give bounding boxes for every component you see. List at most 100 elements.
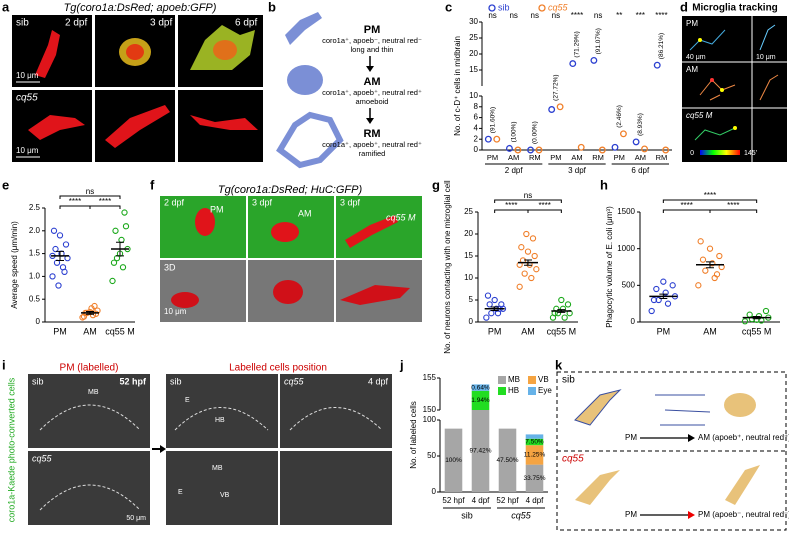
percent-label: (91.07%): [595, 28, 602, 54]
x-tick-label: PM: [657, 326, 671, 336]
group-label: 3 dpf: [568, 166, 587, 175]
cell: [340, 285, 410, 305]
dot: [548, 106, 556, 113]
cell: [171, 292, 199, 308]
label: coro1a⁺, apoeb⁺, neutral red⁺: [322, 88, 422, 97]
label: 145': [744, 150, 757, 157]
significance: ****: [680, 201, 692, 210]
label: MB: [88, 389, 99, 396]
significance: ****: [655, 11, 667, 20]
dot: [121, 209, 128, 216]
label: cq55: [284, 376, 305, 386]
legend-marker: [538, 4, 546, 12]
label: 10 μm: [756, 54, 776, 61]
dot: [695, 282, 702, 289]
significance: ns: [594, 11, 602, 20]
percent-label: (71.29%): [574, 31, 581, 57]
label: PM: [686, 19, 698, 28]
label: cq55: [32, 453, 53, 463]
y-tick-label: 150: [423, 405, 437, 414]
error-bar: [557, 309, 566, 313]
label: MB: [212, 465, 223, 472]
significance: ns: [524, 191, 532, 200]
panel-label: e: [2, 177, 9, 192]
dot: [733, 126, 737, 130]
label: cq55 M: [686, 111, 713, 120]
x-tick-label: AM: [571, 153, 582, 162]
significance: ****: [99, 197, 111, 206]
legend-label: HB: [508, 386, 519, 395]
cell: [575, 465, 760, 505]
significance: ****: [704, 191, 716, 200]
label: PM: [364, 24, 381, 36]
micrograph: [280, 451, 392, 525]
legend-label: MB: [508, 375, 520, 384]
label: 10 μm: [16, 146, 39, 155]
group-label: 2 dpf: [505, 166, 524, 175]
micrograph: [166, 451, 278, 525]
dot: [516, 283, 523, 290]
percent-label: (2.46%): [616, 105, 623, 128]
x-tick-label: AM: [703, 326, 717, 336]
micrograph: [166, 374, 278, 448]
significance: ****: [505, 201, 517, 210]
bar-segment: [471, 384, 490, 391]
bracket: [59, 205, 91, 209]
bracket: [59, 195, 121, 199]
micrograph: [280, 374, 392, 448]
y-tick-label: 6: [474, 113, 479, 122]
x-tick-label: 52 hpf: [496, 496, 519, 505]
label: E: [185, 397, 190, 404]
dot: [518, 244, 525, 251]
label: PM: [625, 510, 637, 519]
percent-label: (0.00%): [531, 121, 538, 144]
x-tick-label: 4 dpf: [472, 496, 491, 505]
x-tick-label: AM: [635, 153, 646, 162]
label: cq55 M: [386, 212, 416, 222]
dot: [91, 302, 98, 310]
dot: [669, 282, 676, 289]
y-tick-label: 15: [464, 251, 473, 260]
dot: [533, 266, 540, 273]
cell: [213, 40, 237, 60]
panel-label: k: [555, 357, 563, 372]
arrow-head: [688, 511, 695, 519]
y-tick-label: 0: [469, 317, 474, 326]
outline: [39, 404, 383, 511]
cell: [195, 208, 215, 236]
group-label: sib: [461, 510, 473, 520]
dot: [660, 278, 667, 285]
label: 50 μm: [126, 515, 146, 522]
label: E: [178, 489, 183, 496]
dot: [611, 143, 619, 151]
bracket: [662, 209, 711, 213]
percent-label: (27.72%): [553, 74, 560, 100]
dot: [569, 60, 577, 68]
y-tick-label: 1000: [617, 244, 635, 253]
error-bar: [752, 316, 761, 320]
label: PM: [210, 204, 224, 214]
significance: ns: [552, 11, 560, 20]
arrow-head: [160, 445, 166, 453]
bracket: [89, 205, 121, 209]
label: coro1a⁺, apoeb⁻, neutral red⁻: [322, 36, 422, 45]
dot: [641, 145, 649, 153]
bar-segment: [525, 438, 544, 446]
y-tick-label: 5: [469, 295, 474, 304]
panel-title: Tg(coro1a:DsRed; apoeb:GFP): [64, 2, 217, 14]
dot: [52, 245, 59, 253]
y-tick-label: 2.5: [29, 203, 41, 212]
track: [759, 24, 776, 51]
label: sib: [562, 375, 575, 386]
dot: [55, 282, 62, 289]
label: 2 dpf: [164, 197, 185, 207]
cell-model: [287, 65, 323, 95]
dot: [702, 267, 709, 274]
legend-swatch: [528, 387, 536, 395]
y-tick-label: 20: [464, 229, 473, 238]
significance: ns: [86, 187, 94, 196]
y-tick-label: 25: [464, 207, 473, 216]
dot: [531, 252, 538, 260]
bar-segment: [471, 390, 490, 410]
y-tick-label: 8: [474, 102, 479, 111]
